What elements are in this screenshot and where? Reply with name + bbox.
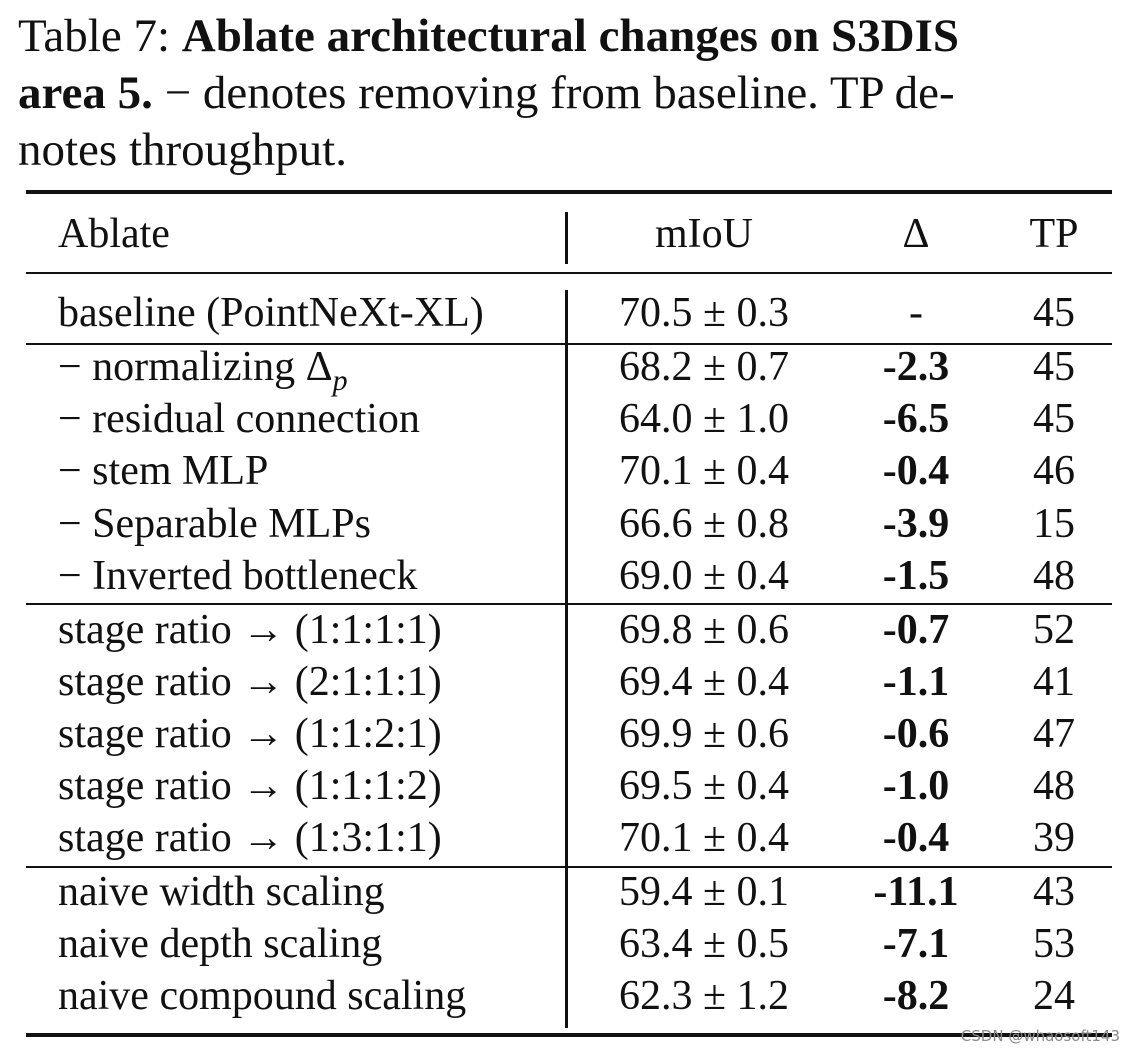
row-delta: -0.4 — [882, 448, 950, 494]
row-ablate: baseline (PointNeXt-XL) — [58, 290, 484, 336]
row-tp: 43 — [1033, 869, 1075, 915]
row-ablate: naive width scaling — [58, 869, 385, 915]
row-ablate: − Inverted bottleneck — [58, 553, 418, 599]
caption-line-3: notes throughput. — [18, 124, 347, 176]
row-miou: 59.4 ± 0.1 — [618, 869, 790, 915]
caption-line-1: Table 7: Ablate architectural changes on… — [18, 8, 1130, 65]
row-ablate: stage ratio → (1:1:2:1) — [58, 711, 442, 757]
row-tp: 45 — [1033, 396, 1075, 442]
row-tp: 52 — [1033, 607, 1075, 653]
group-rule-1 — [26, 343, 1112, 345]
row-ablate: − residual connection — [58, 396, 420, 442]
row-delta: -1.5 — [882, 553, 950, 599]
row-miou: 70.1 ± 0.4 — [618, 448, 790, 494]
caption-label: Table 7: — [18, 10, 182, 62]
row-miou: 69.5 ± 0.4 — [618, 763, 790, 809]
row-miou: 69.9 ± 0.6 — [618, 711, 790, 757]
row-miou: 63.4 ± 0.5 — [618, 921, 790, 967]
header-tp: TP — [1029, 211, 1079, 257]
caption-title-bold: Ablate architectural changes on S3DIS — [181, 10, 960, 62]
row-miou: 69.0 ± 0.4 — [618, 553, 790, 599]
row-ablate: naive depth scaling — [58, 921, 383, 967]
row-ablate: − normalizing Δp — [58, 341, 348, 397]
top-rule — [26, 190, 1112, 194]
bottom-rule — [26, 1033, 1112, 1037]
row-ablate-text: − normalizing Δ — [58, 344, 333, 390]
row-tp: 24 — [1033, 973, 1075, 1019]
watermark: CSDN @whaosoft143 — [960, 1027, 1120, 1045]
row-tp: 41 — [1033, 659, 1075, 705]
header-delta: Δ — [902, 211, 930, 257]
row-delta: -1.1 — [882, 659, 950, 705]
row-tp: 53 — [1033, 921, 1075, 967]
row-ablate: naive compound scaling — [58, 973, 467, 1019]
row-delta: -6.5 — [882, 396, 950, 442]
row-miou: 66.6 ± 0.8 — [618, 501, 790, 547]
row-ablate: stage ratio → (1:1:1:2) — [58, 763, 442, 809]
row-delta: -0.7 — [882, 607, 950, 653]
caption-title-bold-cont: area 5. — [18, 67, 153, 119]
row-delta: -0.6 — [882, 711, 950, 757]
row-delta: -7.1 — [882, 921, 950, 967]
row-tp: 39 — [1033, 815, 1075, 861]
row-ablate: stage ratio → (1:3:1:1) — [58, 815, 442, 861]
group-rule-3 — [26, 866, 1112, 868]
row-miou: 70.1 ± 0.4 — [618, 815, 790, 861]
row-ablate-subscript: p — [332, 364, 348, 397]
row-miou: 68.2 ± 0.7 — [618, 344, 790, 390]
row-miou: 69.8 ± 0.6 — [618, 607, 790, 653]
row-tp: 45 — [1033, 290, 1075, 336]
row-tp: 48 — [1033, 763, 1075, 809]
row-ablate: − Separable MLPs — [58, 501, 371, 547]
row-delta: -0.4 — [882, 815, 950, 861]
row-miou: 62.3 ± 1.2 — [618, 973, 790, 1019]
row-delta: - — [909, 290, 923, 336]
column-divider — [565, 212, 568, 264]
row-miou: 64.0 ± 1.0 — [618, 396, 790, 442]
row-delta: -2.3 — [882, 344, 950, 390]
row-tp: 46 — [1033, 448, 1075, 494]
row-delta: -8.2 — [882, 973, 950, 1019]
table-caption: Table 7: Ablate architectural changes on… — [18, 8, 1130, 179]
caption-line-2: area 5. − denotes removing from baseline… — [18, 65, 1130, 122]
row-tp: 45 — [1033, 344, 1075, 390]
row-tp: 48 — [1033, 553, 1075, 599]
row-delta: -1.0 — [882, 763, 950, 809]
row-tp: 15 — [1033, 501, 1075, 547]
row-ablate: stage ratio → (1:1:1:1) — [58, 607, 442, 653]
row-ablate: − stem MLP — [58, 448, 269, 494]
column-divider — [565, 290, 568, 1028]
row-delta: -11.1 — [873, 869, 959, 915]
caption-description: − denotes removing from baseline. TP de- — [152, 67, 955, 119]
row-tp: 47 — [1033, 711, 1075, 757]
group-rule-2 — [26, 603, 1112, 605]
row-miou: 70.5 ± 0.3 — [618, 290, 790, 336]
header-miou: mIoU — [655, 211, 753, 257]
ablation-table: Ablate mIoU Δ TP baseline (PointNeXt-XL)… — [26, 0, 1112, 1051]
row-miou: 69.4 ± 0.4 — [618, 659, 790, 705]
row-ablate: stage ratio → (2:1:1:1) — [58, 659, 442, 705]
row-delta: -3.9 — [882, 501, 950, 547]
header-ablate: Ablate — [58, 211, 170, 257]
header-rule — [26, 272, 1112, 274]
